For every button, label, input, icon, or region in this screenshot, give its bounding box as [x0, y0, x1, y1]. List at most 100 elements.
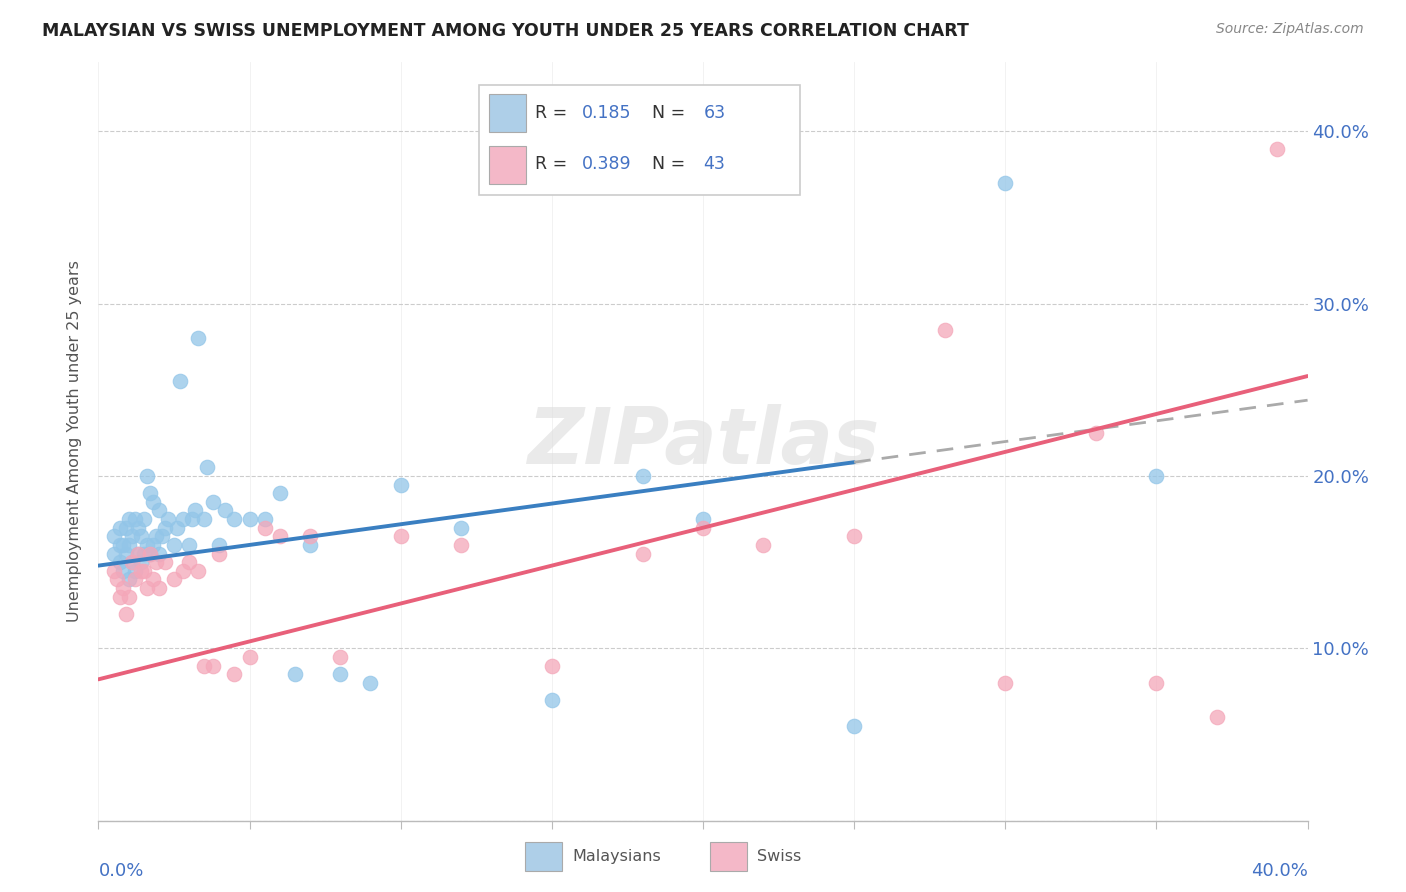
Point [1267, 142, 1289, 156]
Point [108, 555, 131, 569]
Point [124, 512, 146, 526]
Point [202, 495, 225, 509]
Point [148, 547, 170, 561]
Point [118, 573, 141, 587]
Point [132, 564, 155, 578]
Point [184, 503, 207, 517]
Point [153, 555, 176, 569]
Point [631, 547, 654, 561]
Point [148, 503, 170, 517]
Point [108, 521, 131, 535]
Point [224, 667, 246, 681]
Point [114, 547, 136, 561]
Point [127, 547, 149, 561]
Point [202, 658, 225, 673]
Point [139, 547, 162, 561]
Point [208, 538, 231, 552]
Point [1144, 675, 1167, 690]
Point [142, 573, 165, 587]
Point [1144, 469, 1167, 483]
Point [692, 521, 714, 535]
Point [329, 649, 352, 664]
Point [181, 512, 204, 526]
Point [172, 564, 194, 578]
Point [540, 693, 562, 707]
Point [450, 538, 472, 552]
Point [118, 590, 141, 604]
Point [214, 503, 236, 517]
Point [844, 719, 866, 733]
Point [994, 176, 1017, 190]
Point [269, 529, 291, 543]
Point [132, 547, 155, 561]
Point [142, 538, 165, 552]
Point [129, 564, 152, 578]
Point [1085, 425, 1108, 440]
Point [253, 521, 276, 535]
Point [934, 322, 956, 336]
Point [103, 547, 125, 561]
Point [108, 538, 131, 552]
Point [132, 512, 155, 526]
Text: Source: ZipAtlas.com: Source: ZipAtlas.com [1216, 22, 1364, 37]
Y-axis label: Unemployment Among Youth under 25 years: Unemployment Among Youth under 25 years [67, 260, 83, 623]
Point [127, 521, 149, 535]
Point [269, 486, 291, 500]
Point [129, 529, 152, 543]
Text: 40.0%: 40.0% [1251, 863, 1308, 880]
Point [139, 547, 162, 561]
Point [360, 675, 382, 690]
Point [389, 477, 412, 491]
Point [135, 538, 157, 552]
Point [172, 512, 194, 526]
Point [187, 564, 209, 578]
Point [148, 581, 170, 595]
Point [169, 374, 191, 388]
Point [329, 667, 352, 681]
Point [299, 538, 322, 552]
Point [127, 547, 149, 561]
Point [450, 521, 472, 535]
Point [105, 573, 128, 587]
Point [187, 331, 209, 345]
Point [111, 564, 134, 578]
Point [299, 529, 322, 543]
Point [103, 529, 125, 543]
Point [193, 512, 215, 526]
Point [224, 512, 246, 526]
Point [163, 538, 186, 552]
Point [150, 529, 173, 543]
Text: 0.0%: 0.0% [98, 863, 143, 880]
Point [163, 573, 186, 587]
Point [124, 573, 146, 587]
Point [111, 581, 134, 595]
Point [195, 460, 218, 475]
Point [239, 512, 262, 526]
Point [179, 555, 201, 569]
Point [108, 590, 131, 604]
Point [284, 667, 307, 681]
Point [135, 469, 157, 483]
Point [631, 469, 654, 483]
Point [153, 521, 176, 535]
Point [103, 564, 125, 578]
Point [844, 529, 866, 543]
Point [253, 512, 276, 526]
Point [145, 529, 167, 543]
Point [111, 538, 134, 552]
Point [179, 538, 201, 552]
Point [692, 512, 714, 526]
Point [166, 521, 188, 535]
Point [752, 538, 775, 552]
Point [239, 649, 262, 664]
Point [208, 547, 231, 561]
Point [139, 486, 162, 500]
Point [193, 658, 215, 673]
Text: MALAYSIAN VS SWISS UNEMPLOYMENT AMONG YOUTH UNDER 25 YEARS CORRELATION CHART: MALAYSIAN VS SWISS UNEMPLOYMENT AMONG YO… [42, 22, 969, 40]
Point [114, 521, 136, 535]
Point [118, 512, 141, 526]
Point [1206, 710, 1229, 724]
Point [142, 495, 165, 509]
Point [145, 555, 167, 569]
Point [129, 555, 152, 569]
